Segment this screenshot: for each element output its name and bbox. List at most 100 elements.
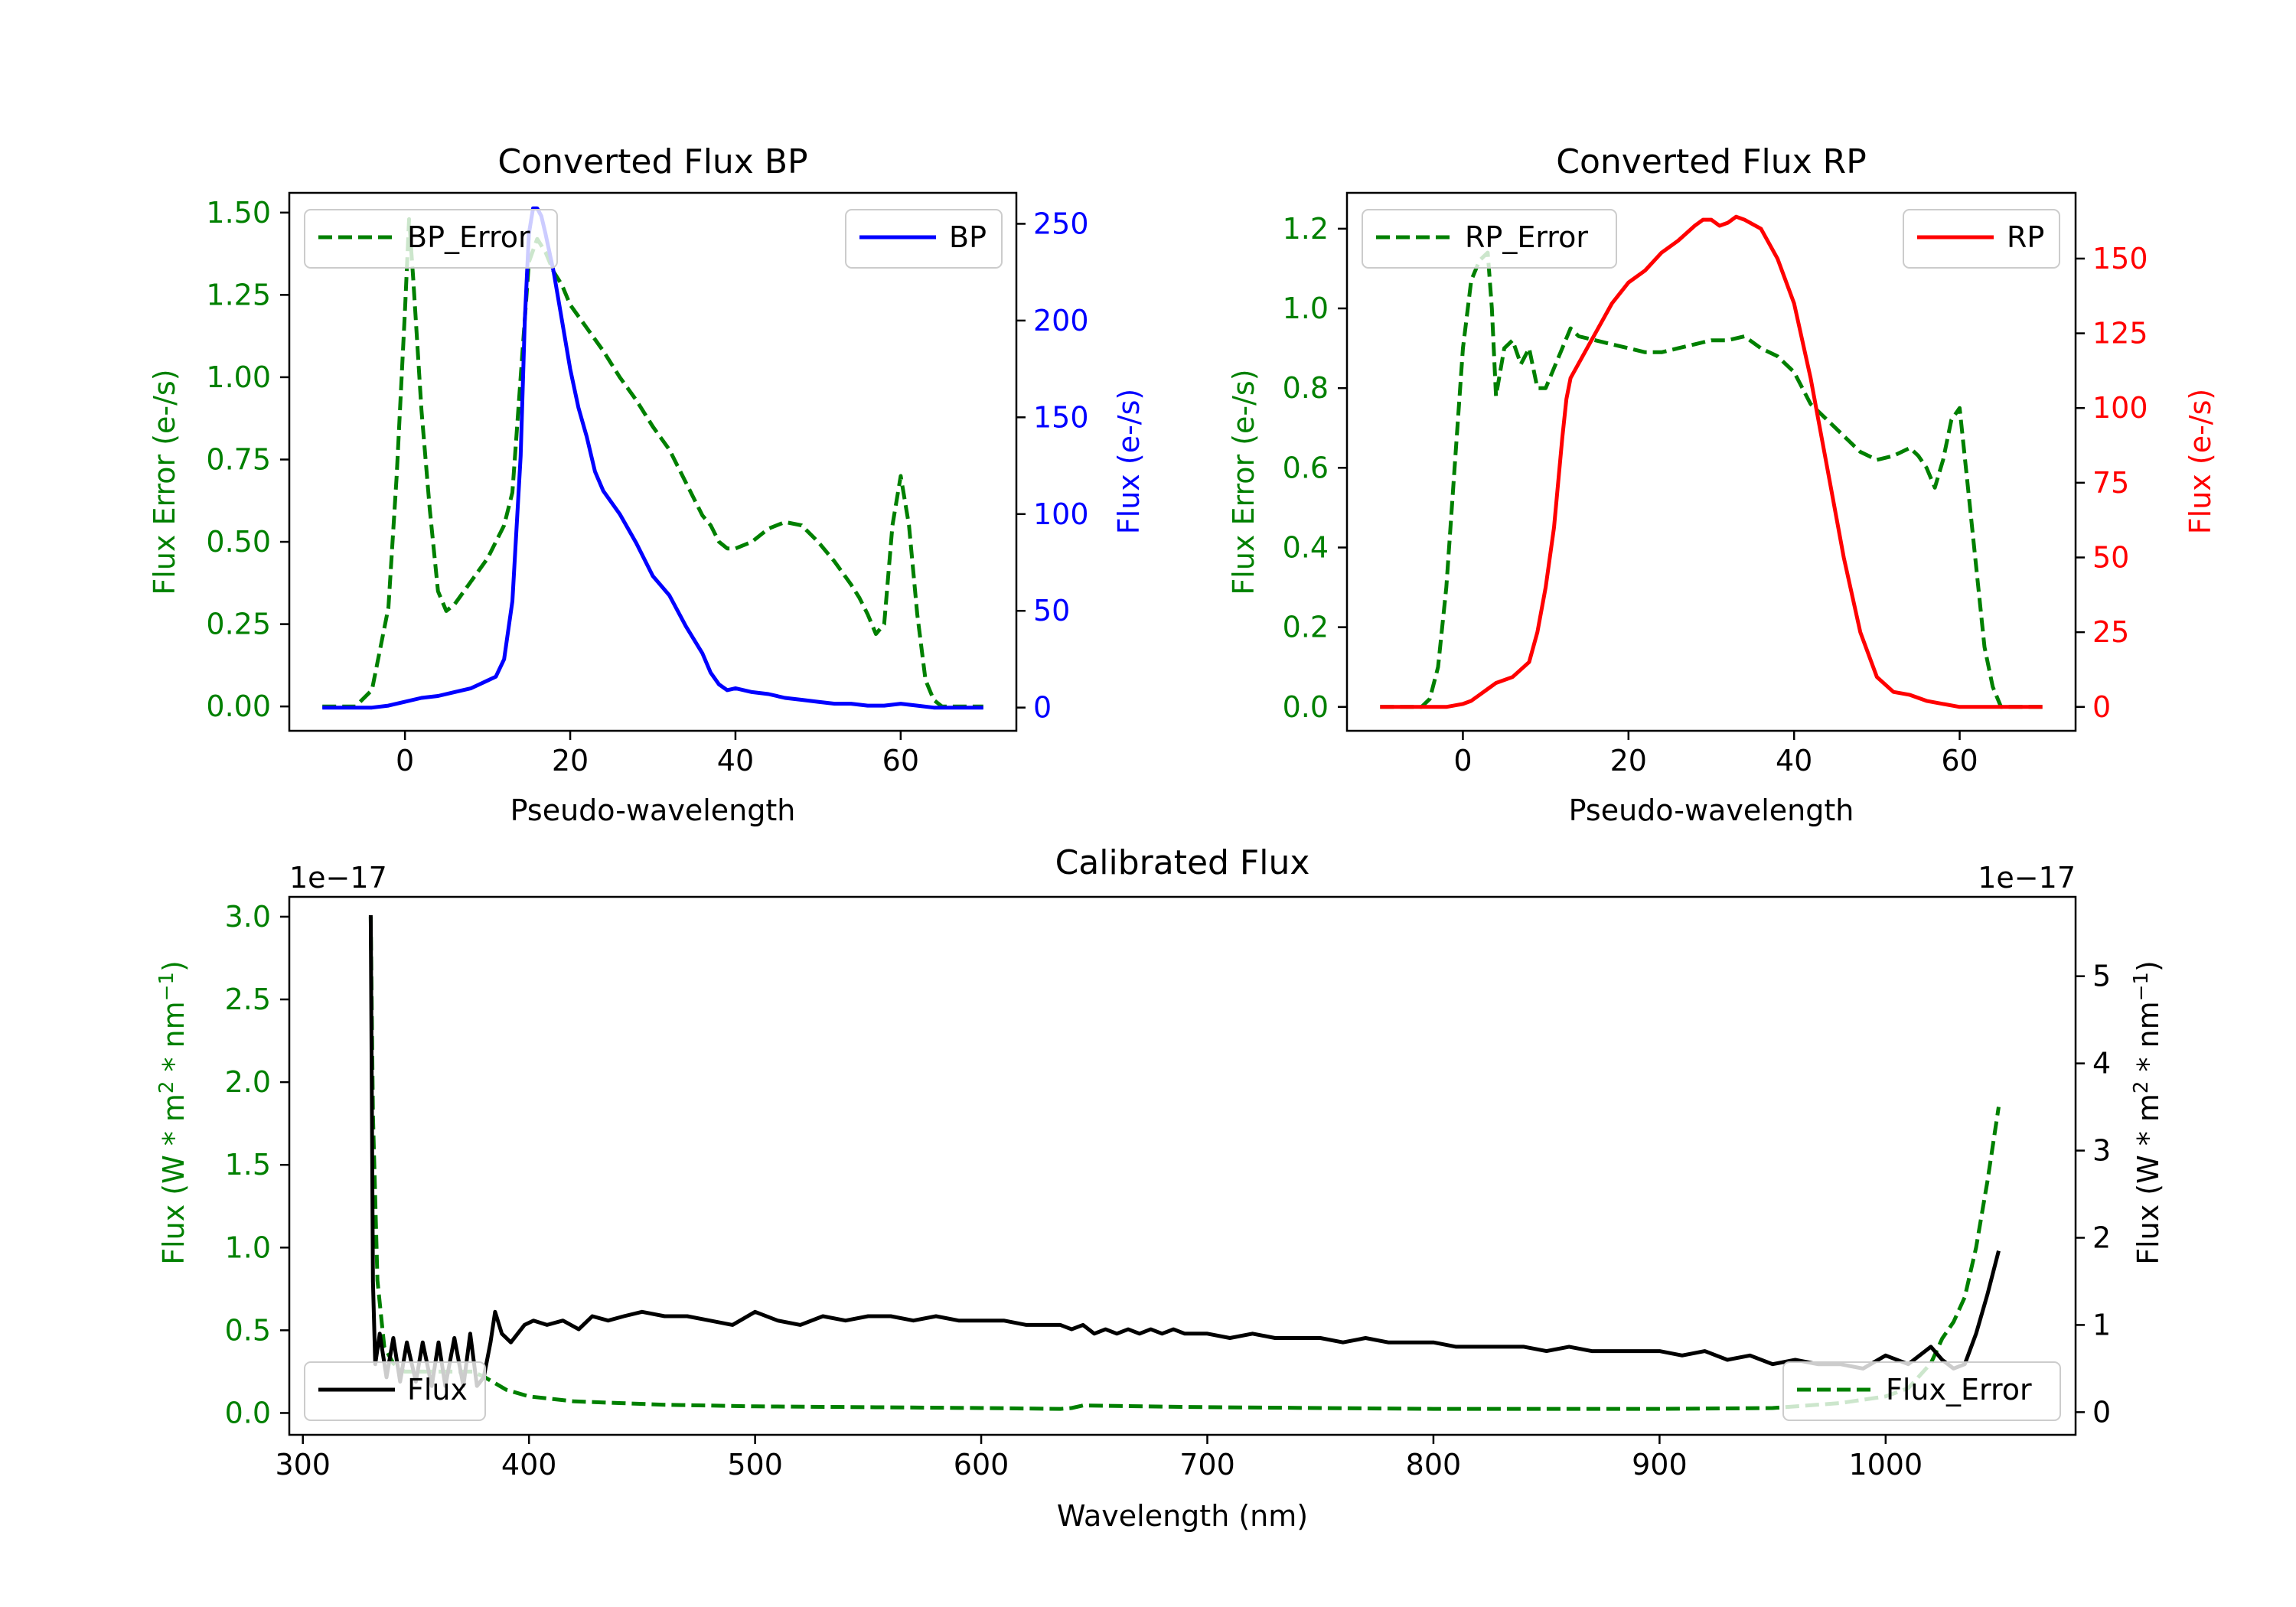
cal-rtick-label-2: 2 [2092, 1221, 2111, 1254]
cal-legend-error: Flux_Error [1782, 1361, 2061, 1421]
rp-rtick-label-6: 150 [2092, 242, 2148, 275]
cal-right-ylabel: Flux (W * m2 * nm−1) [2130, 960, 2165, 1265]
cal-right-ylabel-sup2: −1 [2130, 972, 2153, 1001]
cal-ltick-label-0: 0.0 [225, 1396, 271, 1429]
rp-rtick-label-0: 0 [2092, 690, 2111, 724]
cal-left-ylabel: Flux (W * m2 * nm−1) [155, 960, 191, 1265]
rp-legend-error: RP_Error [1362, 209, 1617, 269]
bp-ltick-label-0: 0.00 [206, 689, 271, 723]
rp-ltick-label-4: 0.8 [1283, 371, 1329, 405]
cal-right-ylabel-c: ) [2131, 960, 2165, 972]
bp-xtick-label-1: 20 [552, 744, 589, 777]
cal-xtick-label-5: 800 [1406, 1448, 1462, 1482]
cal-xtick-label-4: 700 [1179, 1448, 1235, 1482]
cal-title: Calibrated Flux [1055, 843, 1310, 882]
bp-xlabel: Pseudo-wavelength [510, 794, 796, 827]
panel-bp: Converted Flux BP Pseudo-wavelength Flux… [148, 142, 1146, 827]
bp-ltick-label-5: 1.25 [206, 278, 271, 311]
cal-xtick-label-6: 900 [1632, 1448, 1688, 1482]
cal-ltick-label-5: 2.5 [225, 983, 271, 1016]
cal-left-ylabel-sup2: −1 [155, 972, 178, 1001]
bp-rtick-label-2: 100 [1033, 497, 1089, 531]
cal-left-offset: 1e−17 [289, 861, 387, 895]
bp-series-bp [322, 206, 983, 710]
cal-xtick-label-2: 500 [727, 1448, 783, 1482]
bp-ltick-label-3: 0.75 [206, 442, 271, 476]
cal-left-ylabel-sup1: 2 [155, 1081, 178, 1094]
rp-ltick-label-3: 0.6 [1283, 451, 1329, 484]
cal-right-offset: 1e−17 [1978, 861, 2076, 895]
bp-xtick-label-2: 40 [717, 744, 754, 777]
rp-legend-error-label: RP_Error [1465, 220, 1588, 254]
bp-rtick-label-4: 200 [1033, 304, 1089, 337]
cal-ltick-label-2: 1.0 [225, 1231, 271, 1264]
cal-legend-flux-label: Flux [407, 1373, 468, 1407]
cal-legend-error-box [1782, 1361, 2061, 1421]
rp-right-ylabel: Flux (e-/s) [2183, 389, 2217, 534]
rp-rtick-label-2: 50 [2092, 540, 2129, 574]
cal-ltick-label-4: 2.0 [225, 1065, 271, 1099]
bp-legend-flux-label: BP [949, 220, 987, 254]
rp-legend-flux-label: RP [2007, 220, 2044, 254]
cal-legend-flux: Flux [304, 1361, 486, 1421]
rp-title: Converted Flux RP [1556, 142, 1867, 181]
cal-xtick-label-0: 300 [275, 1448, 331, 1482]
rp-xtick-label-2: 40 [1776, 744, 1812, 777]
cal-ltick-label-1: 0.5 [225, 1313, 271, 1347]
cal-right-ticks: 0 1 2 3 4 5 [2076, 960, 2111, 1429]
rp-ltick-label-2: 0.4 [1283, 530, 1329, 564]
bp-lines [322, 206, 983, 710]
rp-plot-frame [1345, 191, 2077, 732]
panel-rp: Converted Flux RP Pseudo-wavelength Flux… [1227, 142, 2217, 827]
cal-x-ticks: 300 400 500 600 700 800 900 1000 [275, 1435, 1923, 1482]
rp-rtick-label-3: 75 [2092, 466, 2129, 500]
cal-xlabel: Wavelength (nm) [1057, 1499, 1308, 1533]
rp-rtick-label-4: 100 [2092, 391, 2148, 425]
rp-ltick-label-1: 0.2 [1283, 611, 1329, 644]
cal-right-ylabel-b: * nm [2131, 1001, 2165, 1081]
cal-left-ylabel-c: ) [157, 960, 191, 972]
bp-right-ylabel: Flux (e-/s) [1112, 389, 1146, 534]
cal-ltick-label-3: 1.5 [225, 1148, 271, 1182]
cal-left-ticks: 0.0 0.5 1.0 1.5 2.0 2.5 3.0 [225, 900, 289, 1429]
cal-plot-frame [288, 895, 2077, 1436]
bp-legend-error-box [304, 209, 558, 269]
cal-rtick-label-5: 5 [2092, 960, 2111, 993]
rp-right-ticks: 0 25 50 75 100 125 150 [2076, 242, 2148, 724]
rp-left-ticks: 0.0 0.2 0.4 0.6 0.8 1.0 1.2 [1283, 212, 1347, 724]
bp-xtick-label-0: 0 [396, 744, 414, 777]
cal-xtick-label-1: 400 [501, 1448, 557, 1482]
rp-legend-flux: RP [1903, 209, 2060, 269]
panel-calibrated: Calibrated Flux Wavelength (nm) 1e−17 1e… [155, 843, 2165, 1533]
cal-rtick-label-0: 0 [2092, 1395, 2111, 1429]
bp-rtick-label-1: 50 [1033, 594, 1070, 627]
cal-rtick-label-1: 1 [2092, 1308, 2111, 1341]
rp-xlabel: Pseudo-wavelength [1569, 794, 1854, 827]
bp-xtick-label-3: 60 [882, 744, 919, 777]
rp-rtick-label-5: 125 [2092, 317, 2148, 350]
bp-rtick-label-3: 150 [1033, 400, 1089, 434]
cal-ltick-label-6: 3.0 [225, 900, 271, 934]
bp-legend-error-label: BP_Error [407, 220, 530, 254]
cal-right-ylabel-a: Flux (W * m [2131, 1094, 2165, 1265]
cal-left-ylabel-b: * nm [157, 1001, 191, 1081]
bp-rtick-label-5: 250 [1033, 207, 1089, 240]
rp-rtick-label-1: 25 [2092, 615, 2129, 649]
cal-left-ylabel-a: Flux (W * m [157, 1094, 191, 1265]
bp-ltick-label-4: 1.00 [206, 360, 271, 394]
bp-legend-flux: BP [845, 209, 1003, 269]
bp-left-ticks: 0.00 0.25 0.50 0.75 1.00 1.25 1.50 [206, 196, 289, 723]
bp-rtick-label-0: 0 [1033, 691, 1052, 725]
bp-x-ticks: 0 20 40 60 [396, 731, 919, 777]
rp-x-ticks: 0 20 40 60 [1453, 731, 1978, 777]
bp-ltick-label-2: 0.50 [206, 525, 271, 559]
rp-series-rp [1380, 214, 2043, 709]
cal-rtick-label-3: 3 [2092, 1134, 2111, 1168]
bp-series-bp-error [322, 217, 983, 709]
bp-title: Converted Flux BP [497, 142, 807, 181]
rp-xtick-label-3: 60 [1941, 744, 1978, 777]
bp-legend-error: BP_Error [304, 209, 558, 269]
rp-ltick-label-0: 0.0 [1283, 690, 1329, 724]
rp-legend-error-box [1362, 209, 1617, 269]
